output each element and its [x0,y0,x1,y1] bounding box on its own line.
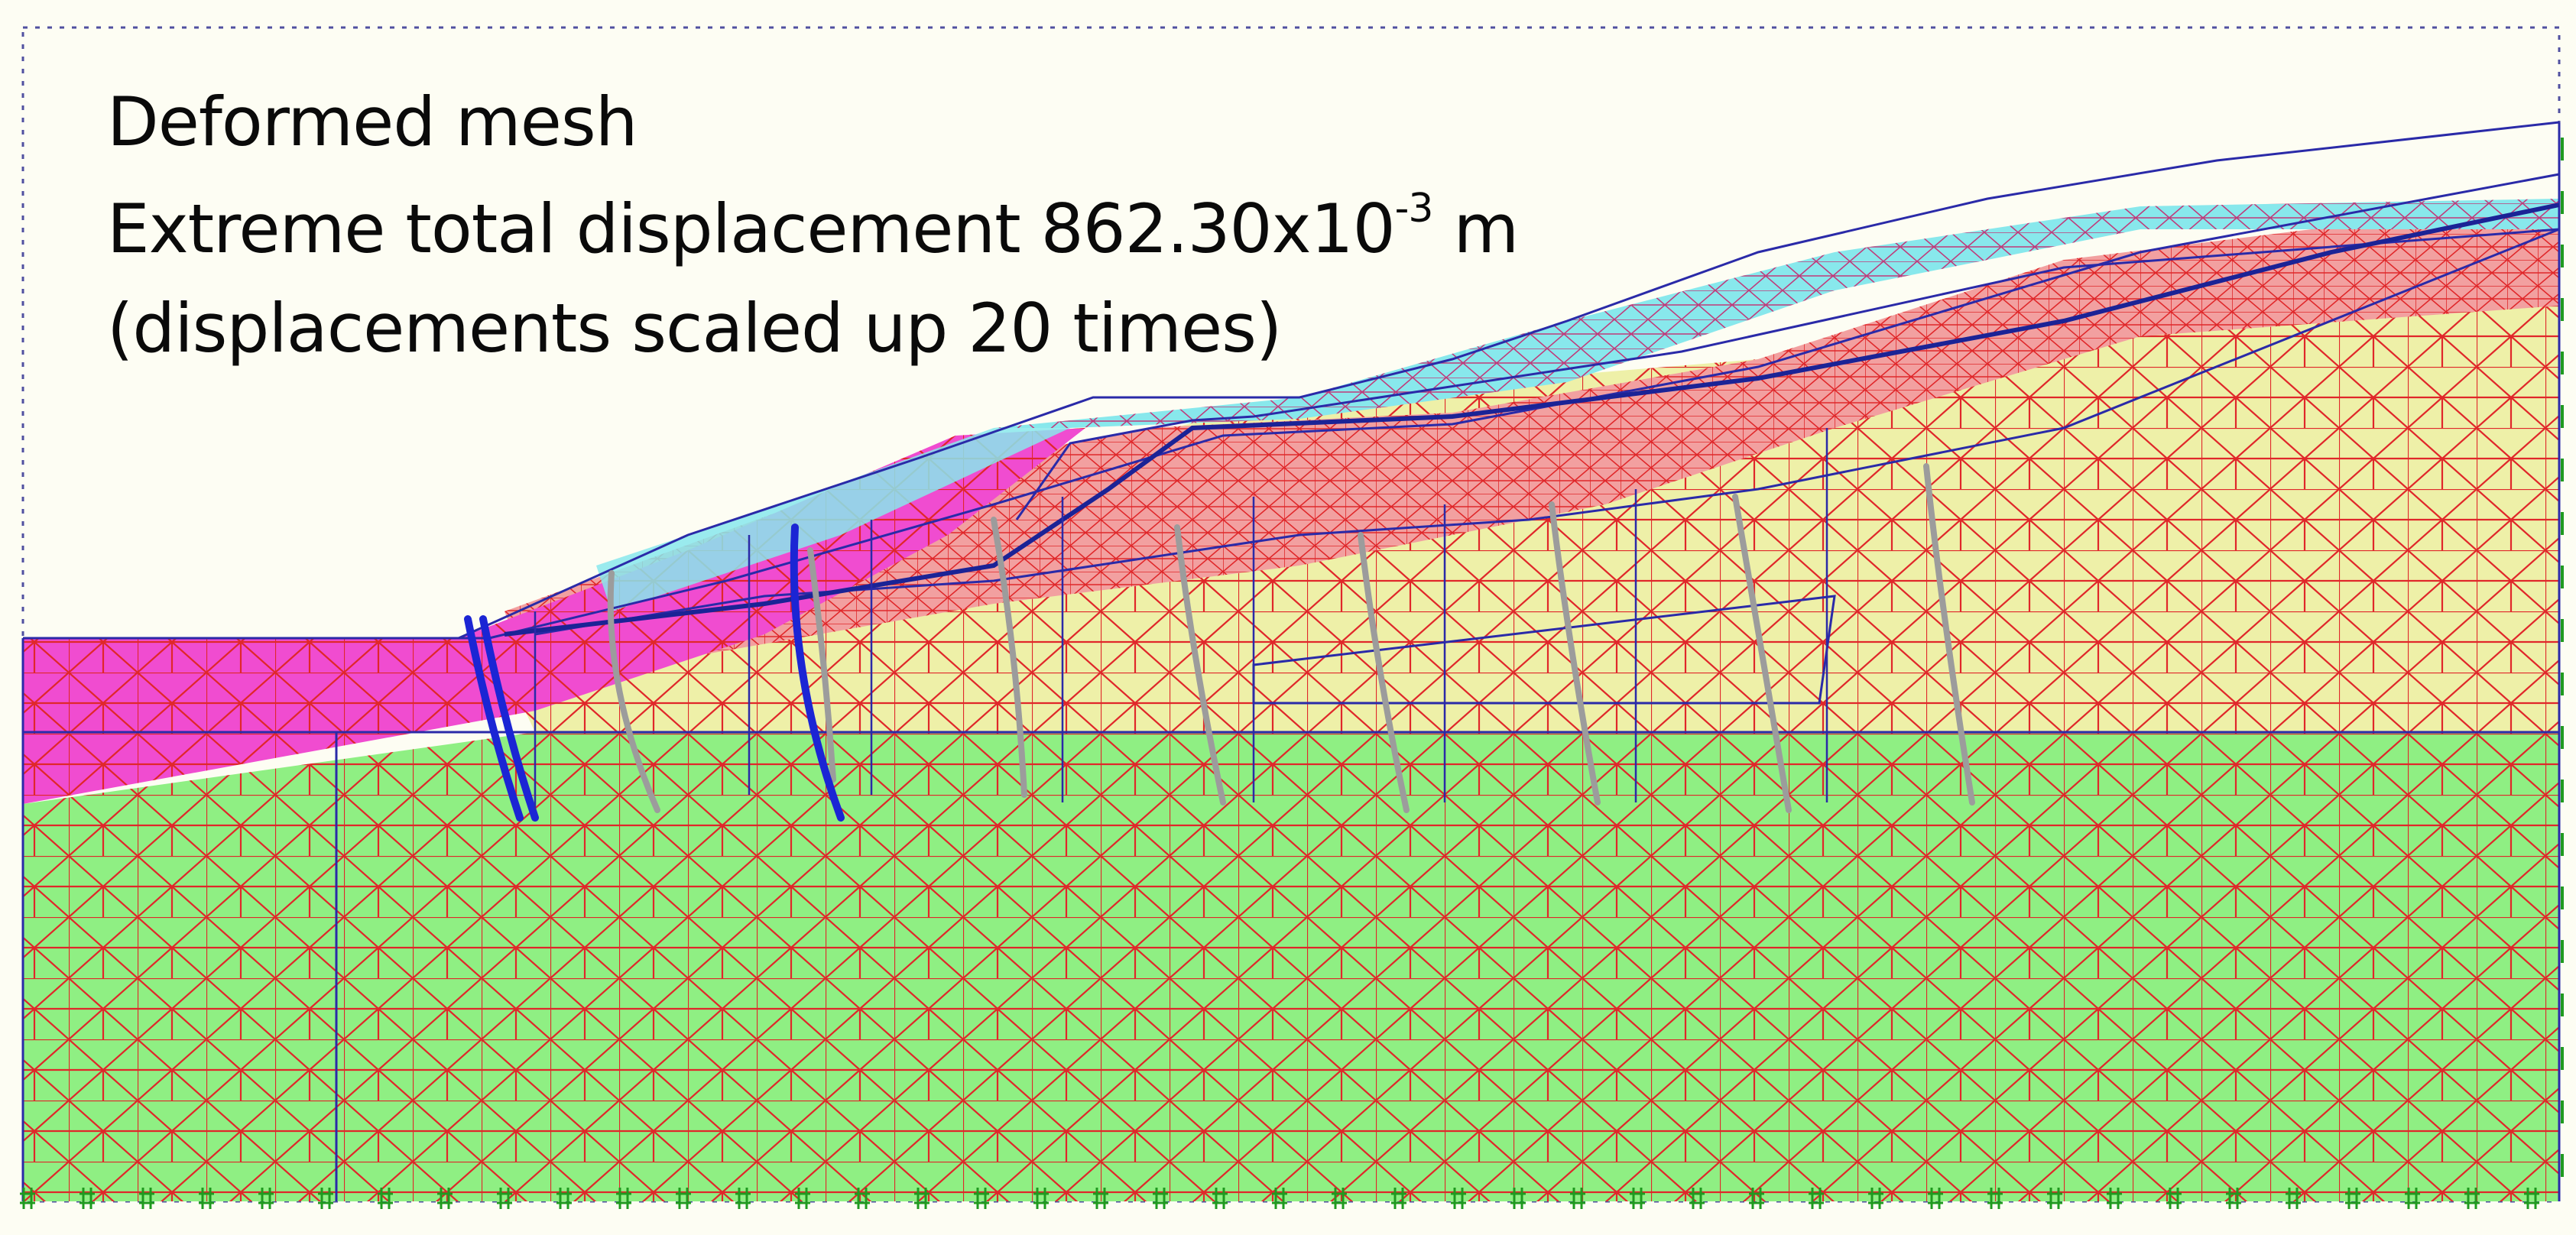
fixity-hash-icon [378,1188,393,1209]
fixity-hash-icon [2107,1188,2122,1209]
geometry-lines [21,121,2561,1201]
fixity-hash-icon [1093,1188,1108,1209]
fixity-hash-icon [914,1188,930,1209]
caption-displacement: Extreme total displacement 862.30x10-3 m [107,189,1519,268]
fixity-hash-icon [2286,1188,2301,1209]
fixity-hash-icon [2524,1188,2539,1209]
fixity-hash-icon [1332,1188,1347,1209]
fixity-hash-icon [2166,1188,2182,1209]
fixity-hash-icon [1987,1188,2003,1209]
fixity-hash-icon [1272,1188,1287,1209]
fixity-hash-icon [497,1188,512,1209]
fixity-hash-icon [676,1188,691,1209]
fixity-hash-icon [735,1188,751,1209]
fixity-hash-icon [974,1188,989,1209]
fixity-hash-icon [1451,1188,1466,1209]
fixity-hash-icon [2464,1188,2480,1209]
surface-layer [596,199,2559,611]
fixity-hash-icon [258,1188,274,1209]
slip-surface [504,203,2560,637]
fixity-hash-icon [2405,1188,2420,1209]
displacement-unit: m [1432,190,1519,268]
fixity-hash-icon [1868,1188,1883,1209]
fixity-hash-icon [437,1188,453,1209]
fixity-hash-icon [556,1188,572,1209]
fixity-hash-icon [2226,1188,2241,1209]
fixity-hash-icon [855,1188,870,1209]
fixity-hash-icon [616,1188,631,1209]
bedrock-layer [23,732,2559,1201]
fixity-hash-icon [1391,1188,1406,1209]
fixity-hash-icon [1630,1188,1645,1209]
fixity-hash-icon [1749,1188,1764,1209]
active-piles [464,523,845,822]
fixity-hash-icon [318,1188,333,1209]
fixity-hash-icon [1510,1188,1526,1209]
bottom-fixities [20,1188,2539,1209]
fixity-hash-icon [2345,1188,2360,1209]
displacement-value: Extreme total displacement 862.30x10 [107,190,1396,268]
fixity-hash-icon [795,1188,810,1209]
fixity-hash-icon [199,1188,214,1209]
fixity-hash-icon [1033,1188,1049,1209]
fixity-hash-icon [1689,1188,1705,1209]
fixity-hash-icon [1928,1188,1943,1209]
fixity-hash-icon [79,1188,95,1209]
fixity-hash-icon [1153,1188,1168,1209]
fixity-hash-icon [1570,1188,1585,1209]
displacement-exponent: -3 [1394,186,1434,232]
grey-piles [607,463,1975,813]
caption-title: Deformed mesh [107,83,638,161]
fixity-hash-icon [139,1188,154,1209]
fixity-hash-icon [2047,1188,2062,1209]
vertical-lines [534,428,1828,810]
fixity-hash-icon [20,1188,35,1209]
shear-zone-layer [504,199,2559,688]
caption-scale-note: (displacements scaled up 20 times) [107,289,1282,368]
fixity-hash-icon [1212,1188,1228,1209]
fixity-hash-icon [1809,1188,1824,1209]
